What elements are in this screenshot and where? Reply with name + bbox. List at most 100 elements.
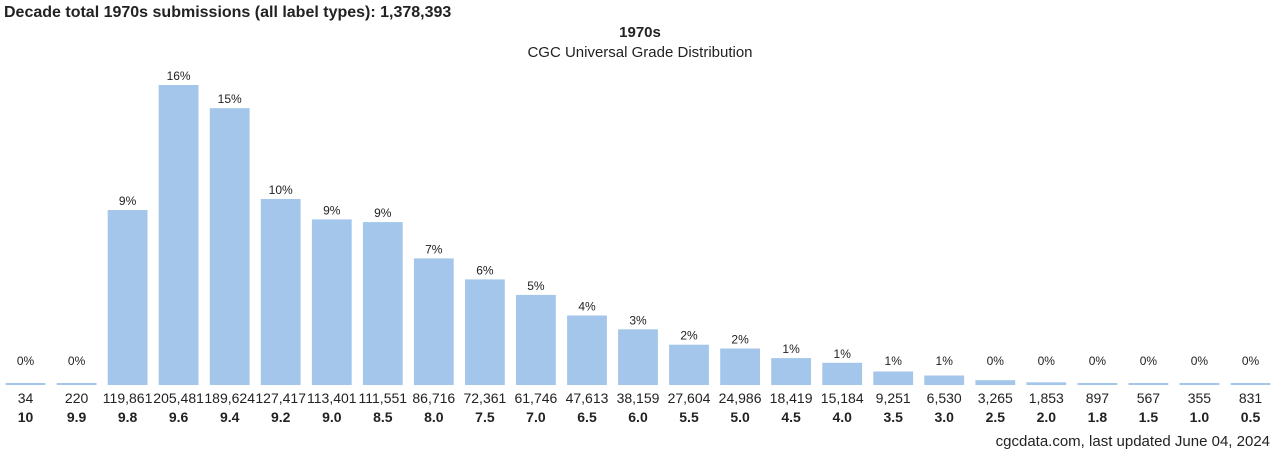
grade-label: 9.6 (169, 409, 189, 425)
bar (567, 315, 607, 385)
bar (1026, 382, 1067, 385)
percent-label: 2% (731, 333, 749, 347)
percent-label: 0% (17, 354, 35, 368)
chart-subtitle: CGC Universal Grade Distribution (527, 44, 753, 61)
percent-label: 0% (68, 354, 86, 368)
grade-label: 6.0 (628, 409, 648, 425)
percent-label: 5% (527, 279, 545, 293)
grade-label: 5.5 (679, 409, 699, 425)
grade-label: 9.2 (271, 409, 291, 425)
count-label: 86,716 (412, 390, 455, 406)
count-label: 38,159 (617, 390, 660, 406)
grade-label: 1.0 (1190, 409, 1210, 425)
count-label: 3,265 (978, 390, 1013, 406)
percent-label: 10% (269, 183, 293, 197)
bar (465, 279, 505, 385)
bar (975, 380, 1016, 385)
grade-label: 3.5 (883, 409, 903, 425)
percent-label: 0% (1038, 354, 1056, 368)
percent-label: 0% (1191, 354, 1209, 368)
grade-label: 8.0 (424, 409, 444, 425)
count-label: 897 (1086, 390, 1110, 406)
percent-label: 0% (1140, 354, 1158, 368)
bar (413, 258, 454, 385)
bar (5, 383, 46, 385)
bar (1230, 383, 1271, 385)
grade-label: 10 (18, 409, 34, 425)
percent-label: 7% (425, 242, 443, 256)
count-label: 1,853 (1029, 390, 1064, 406)
bar (720, 348, 760, 385)
bar (1128, 383, 1169, 385)
count-label: 831 (1239, 390, 1263, 406)
decade-total-text: Decade total 1970s submissions (all labe… (4, 4, 452, 21)
count-label: 119,861 (103, 390, 153, 406)
grade-label: 9.8 (118, 409, 138, 425)
bar (618, 329, 658, 385)
percent-label: 4% (578, 300, 596, 314)
percent-label: 1% (885, 354, 903, 368)
grade-label: 7.5 (475, 409, 495, 425)
count-label: 189,624 (204, 390, 255, 406)
count-label: 34 (18, 390, 34, 406)
count-label: 18,419 (770, 390, 813, 406)
bar (311, 219, 352, 385)
grade-label: 8.5 (373, 409, 393, 425)
grade-label: 9.0 (322, 409, 342, 425)
chart-title: 1970s (619, 24, 661, 41)
bar (1179, 383, 1220, 385)
grade-label: 5.0 (730, 409, 750, 425)
percent-label: 1% (936, 354, 954, 368)
count-label: 6,530 (927, 390, 962, 406)
percent-label: 0% (1242, 354, 1260, 368)
percent-label: 0% (987, 354, 1005, 368)
percent-label: 1% (834, 347, 852, 361)
count-label: 15,184 (821, 390, 864, 406)
count-label: 355 (1188, 390, 1212, 406)
percent-label: 16% (167, 69, 191, 83)
grade-label: 4.0 (832, 409, 852, 425)
count-label: 9,251 (876, 390, 911, 406)
count-label: 111,551 (359, 390, 408, 406)
grade-label: 0.5 (1241, 409, 1261, 425)
count-label: 205,481 (153, 390, 204, 406)
bar (158, 85, 199, 385)
grade-label: 1.5 (1139, 409, 1159, 425)
percent-label: 2% (680, 329, 698, 343)
percent-label: 6% (476, 263, 494, 277)
percent-label: 9% (323, 203, 341, 217)
grade-label: 3.0 (934, 409, 954, 425)
bar (260, 199, 301, 385)
bar (873, 371, 914, 385)
bar (1077, 383, 1118, 385)
percent-label: 0% (1089, 354, 1107, 368)
count-label: 127,417 (255, 390, 306, 406)
bar (771, 358, 811, 385)
grade-label: 9.9 (67, 409, 87, 425)
grade-label: 2.5 (986, 409, 1006, 425)
grade-label: 4.5 (781, 409, 801, 425)
count-label: 61,746 (514, 390, 557, 406)
grade-label: 6.5 (577, 409, 597, 425)
bar (56, 383, 97, 385)
bar (822, 362, 863, 385)
count-label: 113,401 (307, 390, 357, 406)
percent-label: 15% (218, 92, 242, 106)
percent-label: 9% (374, 206, 392, 220)
bar (209, 108, 250, 385)
percent-label: 3% (629, 313, 647, 327)
percent-label: 1% (782, 342, 800, 356)
bar (107, 210, 148, 385)
count-label: 47,613 (566, 390, 609, 406)
bar (516, 294, 556, 385)
count-label: 72,361 (463, 390, 506, 406)
percent-label: 9% (119, 194, 137, 208)
count-label: 24,986 (719, 390, 762, 406)
count-label: 567 (1137, 390, 1161, 406)
count-label: 27,604 (668, 390, 711, 406)
grade-label: 1.8 (1088, 409, 1108, 425)
bar (924, 375, 965, 385)
count-label: 220 (65, 390, 89, 406)
grade-label: 7.0 (526, 409, 546, 425)
